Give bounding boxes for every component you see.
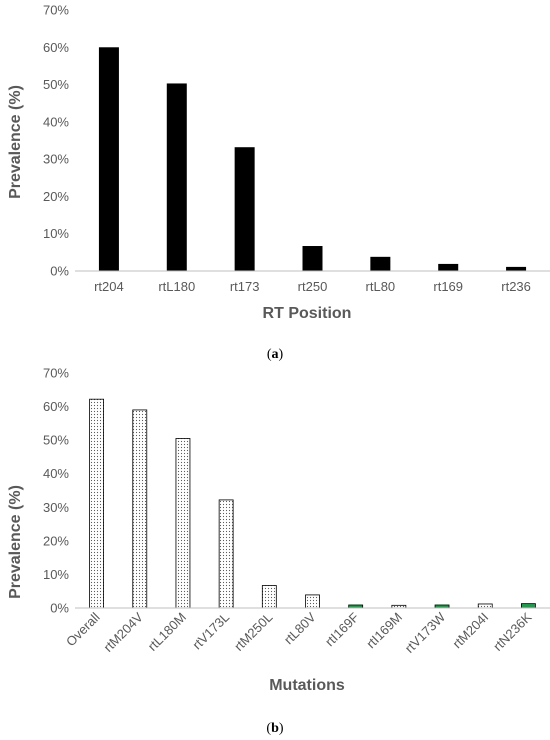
bar-rtm204i bbox=[477, 603, 493, 609]
y-tick-label: 60% bbox=[43, 40, 69, 55]
bar-rtl80 bbox=[370, 256, 391, 271]
y-axis-title: Prevalence (%) bbox=[7, 485, 24, 599]
y-tick-label: 60% bbox=[43, 399, 69, 414]
y-tick-label: 20% bbox=[43, 533, 69, 548]
x-tick-label: rtI169F bbox=[322, 609, 362, 649]
bar-rt169 bbox=[438, 263, 459, 271]
chart-caption: (a) bbox=[267, 347, 284, 362]
bar-rtl80v bbox=[305, 594, 320, 609]
y-tick-label: 40% bbox=[43, 114, 69, 129]
chart-b: 0%10%20%30%40%50%60%70% OverallrtM204Vrt… bbox=[7, 366, 550, 736]
x-tick-label: rtL80V bbox=[281, 609, 319, 647]
x-tick-label: rtV173W bbox=[402, 609, 449, 656]
x-tick-label: rt204 bbox=[94, 279, 124, 294]
y-tick-label: 20% bbox=[43, 189, 69, 204]
x-tick-label: rt169 bbox=[433, 279, 463, 294]
x-tick-label: rtL180M bbox=[145, 610, 189, 654]
bar-rt250 bbox=[302, 246, 323, 271]
x-axis-title: RT Position bbox=[263, 305, 352, 322]
x-tick-label: rtL80 bbox=[366, 279, 396, 294]
y-tick-label: 50% bbox=[43, 77, 69, 92]
bar-rtl180m bbox=[175, 438, 191, 609]
x-tick-label: rtV173L bbox=[189, 610, 232, 653]
bar-overall bbox=[89, 398, 104, 609]
x-tick-label: rt173 bbox=[230, 279, 260, 294]
y-tick-label: 30% bbox=[43, 500, 69, 515]
y-tick-label: 50% bbox=[43, 433, 69, 448]
x-tick-label: rtI169M bbox=[363, 610, 405, 652]
bar-rtm204v bbox=[132, 409, 148, 609]
bar-rtn236k bbox=[521, 603, 536, 609]
y-axis-title: Prevalence (%) bbox=[7, 85, 24, 199]
y-tick-label: 70% bbox=[43, 3, 69, 18]
bar-rtm250l bbox=[261, 585, 277, 609]
y-tick-label: 10% bbox=[43, 226, 69, 241]
x-tick-label: rt236 bbox=[501, 279, 531, 294]
bar-rtl180 bbox=[166, 83, 187, 272]
bar-rt173 bbox=[234, 147, 255, 271]
y-tick-label: 0% bbox=[50, 601, 69, 616]
bar-rtv173l bbox=[218, 499, 234, 609]
y-tick-label: 70% bbox=[43, 366, 69, 381]
x-tick-label: rtL180 bbox=[158, 279, 195, 294]
x-tick-label: rtM250L bbox=[231, 610, 275, 654]
y-tick-label: 40% bbox=[43, 466, 69, 481]
x-tick-label: rtN236K bbox=[490, 609, 535, 654]
chart-caption: (b) bbox=[266, 721, 283, 736]
x-axis-title: Mutations bbox=[269, 677, 345, 694]
x-tick-label: rt250 bbox=[298, 279, 328, 294]
bar-rt204 bbox=[98, 47, 119, 272]
y-tick-label: 0% bbox=[50, 264, 69, 279]
bar-rt236 bbox=[506, 266, 527, 271]
y-tick-label: 30% bbox=[43, 152, 69, 167]
chart-a: 0% 10% 20% 30% 40% 50% 60% 70% rt204 rtL180 rt173… bbox=[7, 3, 550, 362]
x-tick-label: rtM204V bbox=[101, 609, 147, 655]
x-tick-label: rtM204I bbox=[450, 610, 492, 652]
y-tick-label: 10% bbox=[43, 567, 69, 582]
